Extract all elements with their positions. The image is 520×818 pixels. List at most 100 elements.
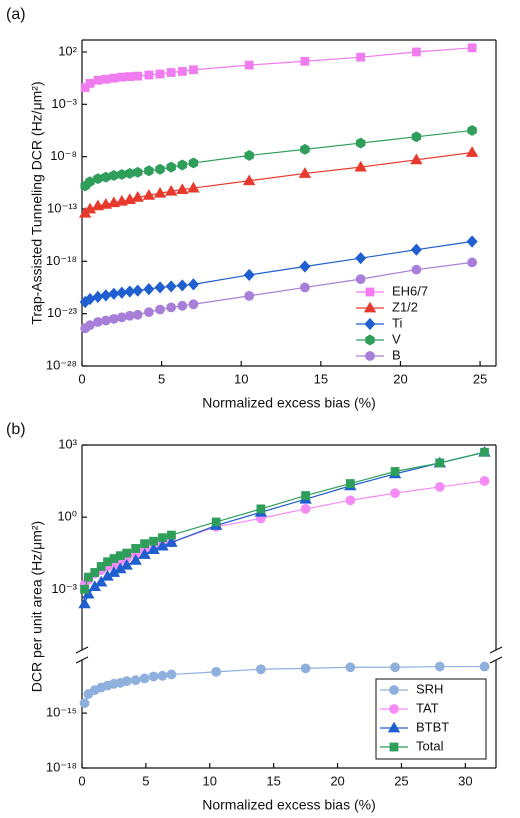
y-axis-title: DCR per unit area (Hz/μm²) (29, 521, 45, 692)
legend-label: Ti (392, 315, 402, 330)
marker (125, 167, 135, 179)
legend-marker (389, 685, 399, 695)
marker (138, 548, 151, 559)
marker (129, 554, 142, 565)
marker (354, 160, 367, 172)
y-axis-title: Trap-Assisted Tunneling DCR (Hz/μm²) (29, 81, 45, 324)
y-tick-label: 10⁰ (57, 509, 77, 524)
marker (83, 202, 97, 214)
marker (411, 47, 421, 57)
marker (189, 65, 198, 75)
marker (133, 166, 143, 178)
marker (479, 661, 490, 672)
y-tick-label: 10⁻³ (51, 96, 77, 111)
marker (434, 482, 445, 492)
marker (300, 504, 311, 514)
x-tick-label: 15 (314, 371, 328, 386)
marker (155, 69, 165, 79)
x-tick-label: 10 (234, 371, 248, 386)
legend-marker (389, 704, 399, 714)
marker (93, 75, 103, 85)
marker (466, 235, 478, 248)
marker (108, 313, 119, 324)
marker (256, 504, 266, 514)
marker (148, 671, 159, 682)
marker (167, 530, 176, 540)
marker (101, 171, 111, 183)
marker (411, 264, 422, 275)
marker (390, 488, 400, 499)
marker (434, 661, 445, 672)
axis-break (75, 656, 89, 664)
marker (390, 467, 400, 476)
x-tick-label: 20 (393, 371, 407, 386)
marker (157, 670, 168, 681)
marker (355, 137, 366, 149)
y-tick-label: 10³ (58, 436, 77, 451)
marker (158, 533, 167, 543)
marker (80, 584, 89, 594)
x-tick-label: 20 (330, 773, 344, 788)
marker (93, 317, 103, 327)
marker (117, 168, 127, 180)
marker (410, 243, 422, 256)
marker (143, 307, 154, 318)
marker (139, 673, 150, 684)
marker (345, 479, 355, 488)
marker (166, 669, 177, 680)
marker (177, 67, 187, 76)
legend-label: Z1/2 (392, 299, 418, 314)
marker (131, 544, 141, 553)
marker (153, 186, 167, 198)
marker (109, 169, 119, 181)
marker (132, 309, 143, 320)
marker (300, 56, 310, 66)
marker (187, 181, 200, 193)
marker (165, 280, 177, 293)
marker (140, 539, 150, 549)
marker (301, 491, 311, 500)
x-tick-label: 0 (78, 773, 85, 788)
marker (100, 289, 112, 302)
marker (467, 124, 477, 136)
marker (465, 146, 479, 157)
marker (242, 174, 256, 186)
marker (410, 153, 423, 165)
marker (390, 662, 400, 673)
marker (188, 299, 199, 310)
panel-label: (b) (6, 421, 26, 438)
marker (117, 72, 127, 82)
marker (147, 543, 160, 554)
marker (345, 662, 356, 673)
marker (176, 183, 189, 195)
marker (85, 78, 95, 88)
x-tick-label: 15 (266, 773, 280, 788)
marker (92, 290, 104, 303)
marker (93, 173, 103, 185)
x-tick-label: 30 (458, 773, 472, 788)
marker (480, 447, 489, 457)
marker (120, 558, 133, 570)
legend-marker (364, 317, 376, 331)
marker (244, 150, 254, 161)
y-tick-label: 10² (58, 43, 77, 58)
marker (188, 157, 199, 169)
marker (467, 43, 477, 53)
y-tick-label: 10⁻¹⁸ (46, 253, 77, 268)
marker (166, 302, 177, 313)
marker (244, 60, 254, 70)
marker (411, 131, 422, 143)
marker (345, 495, 356, 506)
marker (143, 283, 155, 296)
legend-label: BTBT (416, 719, 449, 734)
marker (79, 698, 90, 709)
marker (211, 666, 222, 677)
x-tick-label: 10 (203, 773, 217, 788)
axis-break (75, 646, 89, 654)
series-line (84, 480, 485, 585)
marker (149, 536, 158, 546)
y-tick-label: 10⁻²⁸ (46, 357, 77, 372)
legend-marker (389, 742, 399, 752)
marker (125, 72, 135, 81)
marker (90, 568, 100, 577)
